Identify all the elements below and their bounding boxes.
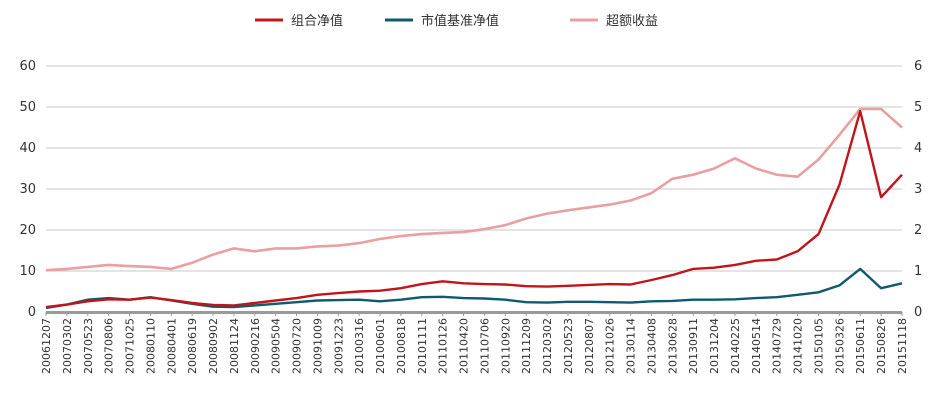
series-line-1 xyxy=(45,267,903,310)
y-tick-label: 30 xyxy=(19,182,36,197)
x-tick-label: 20070302 xyxy=(61,318,74,374)
x-tick-label: 20120523 xyxy=(562,318,575,374)
x-tick-label: 20080902 xyxy=(207,318,220,374)
x-tick-label: 20141020 xyxy=(792,318,805,374)
y-tick-label: 10 xyxy=(19,264,36,279)
y-tick-label: 50 xyxy=(19,100,36,115)
x-tick-label: 20090720 xyxy=(291,318,304,374)
x-tick-label: 20130911 xyxy=(687,318,700,374)
x-tick-label: 20110420 xyxy=(458,318,471,374)
y-tick-label: 60 xyxy=(19,59,36,74)
x-tick-label: 20150105 xyxy=(812,318,825,374)
x-tick-label: 20121026 xyxy=(604,318,617,374)
x-tick-label: 20091223 xyxy=(332,318,345,374)
x-tick-label: 20090216 xyxy=(249,318,262,374)
y2-tick-label: 0 xyxy=(914,305,922,320)
x-tick-label: 20140729 xyxy=(771,318,784,374)
series-line-0 xyxy=(45,109,903,309)
x-tick-label: 20140514 xyxy=(750,318,763,374)
x-tick-label: 20120807 xyxy=(583,318,596,374)
x-tick-label: 20091009 xyxy=(311,318,324,374)
x-tick-label: 20100818 xyxy=(395,318,408,374)
series-layer xyxy=(45,107,903,310)
x-tick-label: 20110706 xyxy=(478,318,491,374)
y2-tick-label: 6 xyxy=(914,59,922,74)
x-tick-label: 20130408 xyxy=(645,318,658,374)
x-tick-label: 20130628 xyxy=(666,318,679,374)
x-tick-label: 20110126 xyxy=(437,318,450,374)
x-tick-label: 20100316 xyxy=(353,318,366,374)
x-tick-label: 20111209 xyxy=(520,318,533,374)
x-tick-label: 20140225 xyxy=(729,318,742,374)
x-tick-label: 20071025 xyxy=(124,318,137,374)
y2-tick-label: 2 xyxy=(914,223,922,238)
x-tick-label: 20151118 xyxy=(896,318,909,374)
y2-tick-label: 5 xyxy=(914,100,922,115)
legend-label: 超额收益 xyxy=(606,14,658,29)
x-tick-label: 20131204 xyxy=(708,318,721,374)
x-tick-label: 20150326 xyxy=(833,318,846,374)
axes: 0 10 20 30 40 50 60 0 1 2 3 4 5 6 20061207 20070302 2007… xyxy=(19,59,922,374)
grid-lines xyxy=(46,65,902,313)
x-tick-label: 20150611 xyxy=(854,318,867,374)
y-tick-label: 0 xyxy=(28,305,36,320)
x-tick-label: 20081124 xyxy=(228,318,241,374)
x-tick-label: 20090504 xyxy=(270,318,283,374)
x-axis-line xyxy=(46,311,902,314)
y-tick-label: 40 xyxy=(19,141,36,156)
x-tick-label: 20080619 xyxy=(186,318,199,374)
legend-label: 市值基准净值 xyxy=(421,13,499,29)
x-tick-label: 20080110 xyxy=(144,318,157,374)
y2-tick-label: 3 xyxy=(914,182,922,197)
x-tick-label: 20110920 xyxy=(499,318,512,374)
x-tick-label: 20070806 xyxy=(103,318,116,374)
x-tick-label: 20120302 xyxy=(541,318,554,374)
x-tick-label: 20130114 xyxy=(625,318,638,374)
legend-label: 组合净值 xyxy=(291,13,343,29)
x-tick-label: 20100601 xyxy=(374,318,387,374)
x-tick-label: 20061207 xyxy=(40,318,53,374)
x-tick-label: 20101111 xyxy=(416,318,429,374)
x-tick-label: 20070523 xyxy=(82,318,95,374)
y2-tick-label: 1 xyxy=(914,264,922,279)
legend: 组合净值 市值基准净值 超额收益 xyxy=(255,13,658,29)
y-tick-label: 20 xyxy=(19,223,36,238)
series-line-2 xyxy=(45,107,903,272)
x-tick-label: 20150826 xyxy=(875,318,888,374)
y2-tick-label: 4 xyxy=(914,141,922,156)
x-tick-label: 20080401 xyxy=(165,318,178,374)
